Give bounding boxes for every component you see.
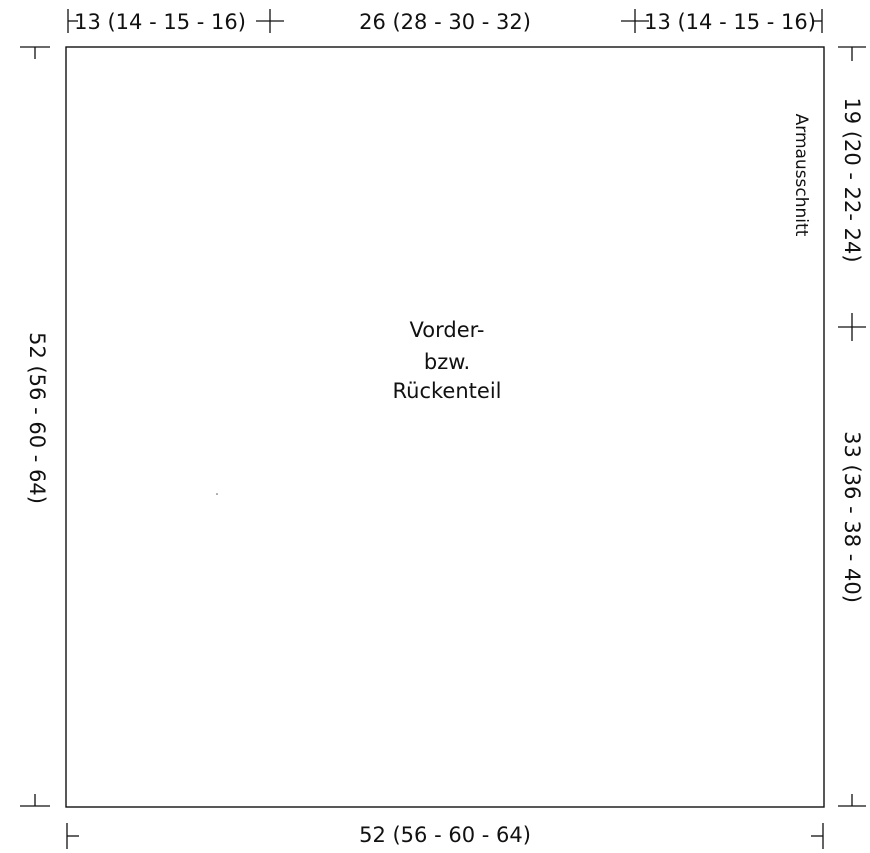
pattern-panel <box>65 46 825 808</box>
right-armhole-dimension: 19 (20 - 22- 24) <box>840 97 864 262</box>
panel-label-line-2: bzw. <box>424 350 470 374</box>
bottom-width-dimension: 52 (56 - 60 - 64) <box>359 823 531 847</box>
panel-dot <box>216 493 218 495</box>
top-dimension-ticks <box>67 9 823 33</box>
right-dimension-ticks <box>838 46 866 807</box>
left-dimension-ticks <box>20 46 50 807</box>
panel-label-line-1: Vorder- <box>410 318 485 342</box>
right-body-dimension: 33 (36 - 38 - 40) <box>840 431 864 603</box>
top-neck-dimension: 26 (28 - 30 - 32) <box>359 10 531 34</box>
top-right-shoulder-dimension: 13 (14 - 15 - 16) <box>644 10 816 34</box>
bottom-dimension-ticks <box>66 823 824 849</box>
armhole-label: Armausschnitt <box>791 114 811 237</box>
panel-label-line-3: Rückenteil <box>393 379 502 403</box>
left-length-dimension: 52 (56 - 60 - 64) <box>25 332 49 504</box>
top-left-shoulder-dimension: 13 (14 - 15 - 16) <box>74 10 246 34</box>
